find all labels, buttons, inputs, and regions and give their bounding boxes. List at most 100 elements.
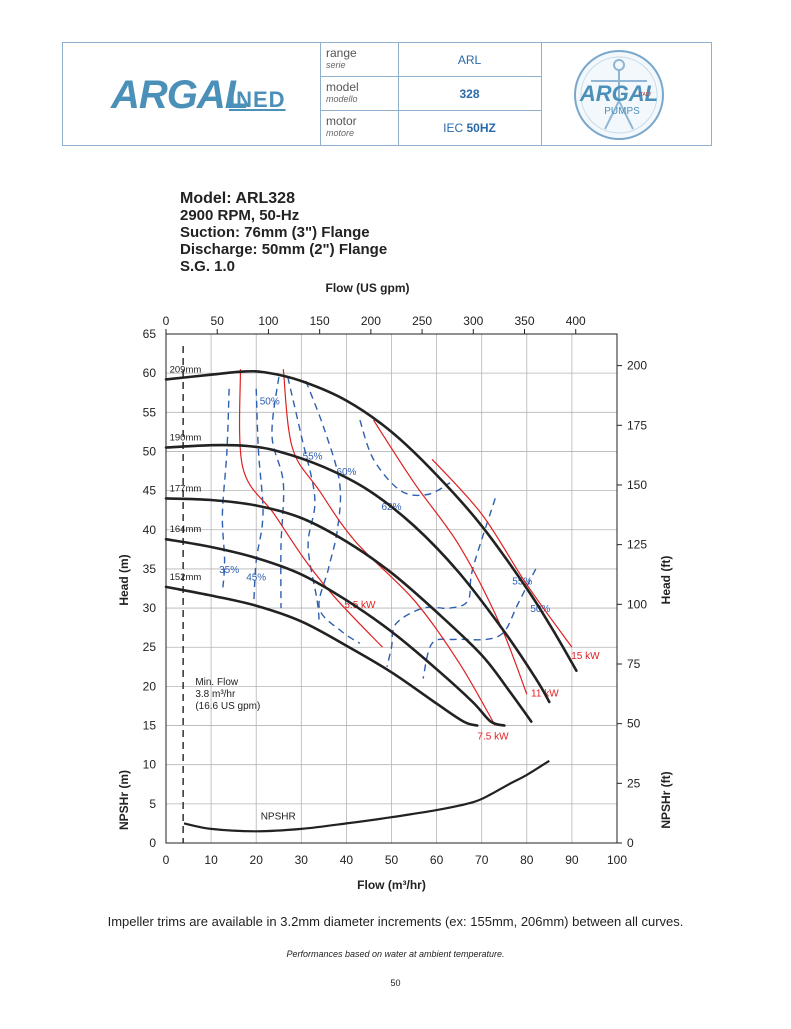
logo-text: ARGAL bbox=[111, 73, 249, 117]
y-tick-label: 40 bbox=[143, 523, 157, 537]
ft-tick-label: 50 bbox=[627, 717, 641, 731]
ft-tick-label: 125 bbox=[627, 538, 647, 552]
impeller-curve bbox=[164, 585, 479, 727]
impeller-curve bbox=[164, 369, 578, 672]
gpm-tick-label: 100 bbox=[258, 314, 278, 328]
spec-sg: S.G. 1.0 bbox=[180, 258, 236, 275]
power-label: 7.5 kW bbox=[477, 732, 509, 743]
efficiency-curve bbox=[221, 388, 230, 593]
y-tick-label: 0 bbox=[149, 836, 156, 850]
npshr-label: NPSHR bbox=[261, 812, 296, 823]
efficiency-curve bbox=[287, 376, 320, 624]
label-motor: motor motore bbox=[326, 114, 357, 138]
y-tick-label: 45 bbox=[143, 484, 157, 498]
npshr-curve bbox=[183, 759, 550, 833]
power-curve bbox=[372, 419, 528, 695]
ft-tick-label: 75 bbox=[627, 657, 641, 671]
spec-discharge: Discharge: 50mm (2") Flange bbox=[180, 241, 388, 258]
label-model: model modello bbox=[320, 77, 398, 111]
ft-tick-label: 175 bbox=[627, 418, 647, 432]
x-tick-label: 0 bbox=[163, 853, 170, 867]
x-axis-label: Flow (m³/hr) bbox=[357, 878, 426, 892]
ft-tick-label: 0 bbox=[627, 836, 634, 850]
efficiency-curve bbox=[271, 377, 285, 609]
brand-badge: ARGAL PUMPS ITALY bbox=[541, 43, 711, 145]
efficiency-label: 45% bbox=[246, 573, 266, 584]
page-number: 50 bbox=[390, 978, 401, 988]
ft-tick-label: 100 bbox=[627, 597, 647, 611]
gpm-tick-label: 300 bbox=[463, 314, 483, 328]
x-tick-label: 100 bbox=[607, 853, 627, 867]
ft-tick-label: 25 bbox=[627, 776, 641, 790]
y-tick-label: 5 bbox=[149, 797, 156, 811]
power-curve bbox=[431, 458, 573, 648]
y2-axis-label-npsh: NPSHr (ft) bbox=[659, 771, 673, 828]
power-label: 5.5 kW bbox=[344, 600, 376, 611]
gpm-tick-label: 200 bbox=[361, 314, 381, 328]
ft-tick-label: 150 bbox=[627, 478, 647, 492]
impeller-label: 152mm bbox=[170, 572, 202, 583]
impeller-label: 190mm bbox=[170, 433, 202, 444]
gpm-tick-label: 350 bbox=[515, 314, 535, 328]
badge-tag: ITALY bbox=[638, 92, 652, 98]
badge-text: ARGAL bbox=[579, 81, 658, 106]
gpm-tick-label: 400 bbox=[566, 314, 586, 328]
y-tick-label: 60 bbox=[143, 366, 157, 380]
vitruvian-figure-icon bbox=[591, 59, 647, 130]
x-tick-label: 20 bbox=[250, 853, 264, 867]
efficiency-curve bbox=[422, 568, 537, 679]
value-model: 328 bbox=[398, 77, 541, 111]
pump-specs: Model: ARL328 2900 RPM, 50-Hz Suction: 7… bbox=[180, 190, 387, 275]
y-tick-label: 55 bbox=[143, 405, 157, 419]
efficiency-curve bbox=[253, 388, 264, 601]
power-curve bbox=[238, 369, 383, 648]
x-tick-label: 70 bbox=[475, 853, 489, 867]
ft-tick-label: 200 bbox=[627, 359, 647, 373]
performance-note: Performances based on water at ambient t… bbox=[286, 949, 505, 959]
y-axis-label-npsh: NPSHr (m) bbox=[117, 770, 131, 830]
impeller-curve bbox=[164, 443, 551, 704]
efficiency-label: 35% bbox=[219, 565, 239, 576]
y-tick-label: 65 bbox=[143, 327, 157, 341]
x-tick-label: 90 bbox=[565, 853, 579, 867]
x-tick-label: 50 bbox=[385, 853, 399, 867]
min-flow-label: (16.6 US gpm) bbox=[195, 701, 260, 712]
spec-model: Model: ARL328 bbox=[180, 190, 295, 207]
y-tick-label: 30 bbox=[143, 601, 157, 615]
efficiency-label: 50% bbox=[260, 396, 280, 407]
brand-logo: ARGAL INED bbox=[63, 43, 321, 145]
gpm-tick-label: 50 bbox=[211, 314, 225, 328]
impeller-curve bbox=[164, 537, 506, 727]
plot-frame bbox=[165, 333, 618, 844]
x2-axis-label: Flow (US gpm) bbox=[326, 281, 410, 295]
power-label: 15 kW bbox=[571, 651, 600, 662]
badge-subtext: PUMPS bbox=[604, 106, 640, 117]
efficiency-curve bbox=[305, 380, 361, 644]
header-values: ARL 328 IEC 50HZ bbox=[398, 43, 542, 145]
y-tick-label: 50 bbox=[143, 444, 157, 458]
x-tick-label: 10 bbox=[204, 853, 218, 867]
y-tick-label: 20 bbox=[143, 679, 157, 693]
gpm-tick-label: 250 bbox=[412, 314, 432, 328]
power-curve bbox=[282, 369, 496, 726]
impeller-note: Impeller trims are available in 3.2mm di… bbox=[107, 914, 684, 929]
x-tick-label: 40 bbox=[340, 853, 354, 867]
x-tick-label: 30 bbox=[295, 853, 309, 867]
gpm-tick-label: 150 bbox=[310, 314, 330, 328]
impeller-curve bbox=[164, 497, 533, 723]
header-labels: range serie model modello motor motore bbox=[320, 43, 399, 145]
impeller-label: 209mm bbox=[170, 364, 202, 375]
value-range: ARL bbox=[398, 43, 541, 77]
y-tick-label: 25 bbox=[143, 640, 157, 654]
y-tick-label: 15 bbox=[143, 719, 157, 733]
label-range: range serie bbox=[320, 43, 398, 77]
x-tick-label: 60 bbox=[430, 853, 444, 867]
header-table: ARGAL INED range serie model modello mot… bbox=[62, 42, 712, 146]
min-flow-label: Min. Flow bbox=[195, 677, 239, 688]
min-flow-label: 3.8 m³/hr bbox=[195, 689, 236, 700]
impeller-label: 177mm bbox=[170, 483, 202, 494]
y-tick-label: 10 bbox=[143, 758, 157, 772]
efficiency-label: 60% bbox=[336, 467, 356, 478]
spec-rpm: 2900 RPM, 50-Hz bbox=[180, 207, 300, 224]
